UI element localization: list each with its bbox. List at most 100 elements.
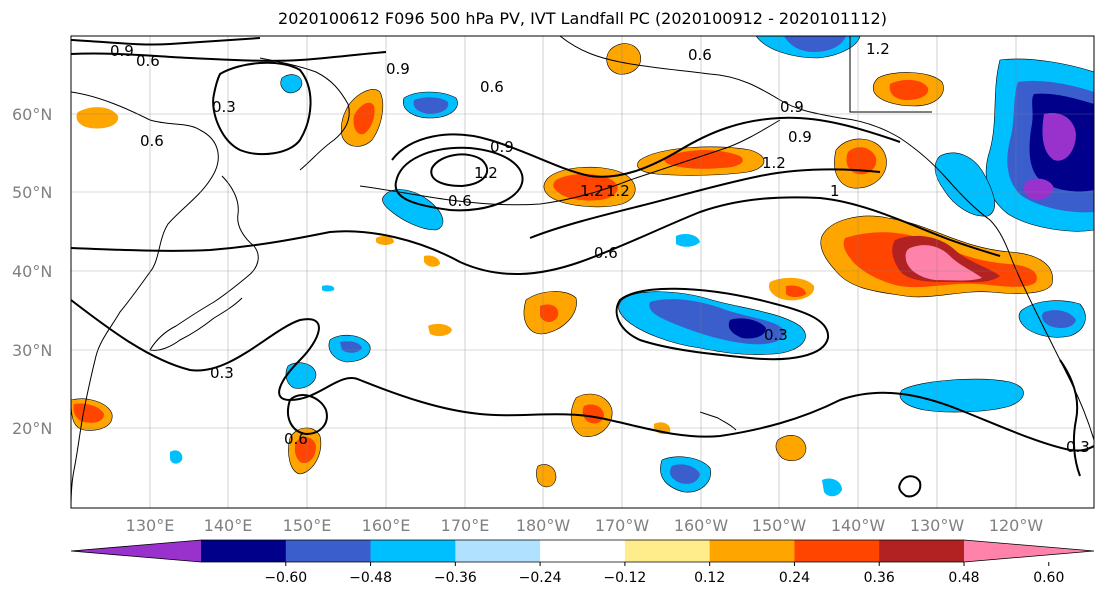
negative-anomaly-region — [1023, 178, 1054, 200]
positive-anomaly-region — [294, 437, 316, 464]
colorbar-segment — [370, 540, 456, 562]
coastlines — [71, 36, 1094, 508]
pv-contour-0.6-north — [71, 51, 387, 62]
contour-label: 0.6 — [140, 132, 164, 150]
colorbar-segment — [540, 540, 626, 562]
colorbar-segment — [794, 540, 880, 562]
negative-anomaly-region — [784, 36, 846, 52]
contour-label: 0.9 — [788, 128, 812, 146]
contour-label: 1 — [830, 182, 840, 200]
contour-labels: 0.9 0.6 0.9 0.6 0.3 0.6 0.9 1.2 0.6 1.2 … — [110, 40, 1090, 456]
pv-contour-1.2-central — [529, 168, 881, 239]
lon-label: 140°E — [204, 516, 253, 535]
contour-label: 0.6 — [594, 244, 618, 262]
pv-contour-1.2-loop — [430, 153, 489, 188]
colorbar-segment — [455, 540, 541, 562]
colorbar-segment — [709, 540, 795, 562]
contour-label: 0.6 — [480, 78, 504, 96]
positive-anomaly-region — [889, 79, 929, 100]
negative-anomaly-region — [170, 450, 183, 464]
colorbar-tick-label: 0.36 — [864, 570, 895, 586]
negative-anomaly-region — [280, 74, 303, 94]
lat-label: 60°N — [12, 105, 52, 124]
contour-label: 0.6 — [284, 430, 308, 448]
lon-label: 170°W — [595, 516, 650, 535]
colorbar-extend-high — [964, 540, 1094, 562]
colorbar-segment — [285, 540, 372, 562]
negative-anomaly-region — [413, 97, 449, 114]
asia-coastline — [71, 91, 219, 508]
pv-contour-small-circle — [898, 475, 922, 498]
pv-contour-0.6-main — [71, 196, 1001, 275]
positive-anomaly-region — [553, 174, 618, 201]
contour-label: 0.3 — [210, 364, 234, 382]
lat-label: 20°N — [12, 419, 52, 438]
contour-label: 0.3 — [764, 326, 788, 344]
lon-label: 160°W — [674, 516, 729, 535]
contour-label: 0.9 — [386, 60, 410, 78]
colorbar-segment — [879, 540, 965, 562]
positive-anomaly-region — [376, 235, 394, 245]
contour-label: 0.3 — [1066, 438, 1090, 456]
lon-label: 170°E — [441, 516, 490, 535]
lat-label: 40°N — [12, 262, 52, 281]
pv-contour-0.3-east — [1059, 359, 1081, 477]
positive-anomaly-region — [73, 403, 104, 423]
positive-anomaly-region — [428, 323, 452, 337]
plot-frame — [70, 35, 1095, 509]
negative-anomaly-region — [285, 362, 317, 389]
colorbar-tick-label: −0.48 — [349, 570, 392, 586]
colorbar-extend-low — [71, 540, 201, 562]
contour-label: 0.6 — [688, 46, 712, 64]
pv-contour-0.9-north — [71, 37, 261, 46]
lon-label: 130°E — [126, 516, 175, 535]
negative-anomaly-region — [728, 318, 766, 339]
contour-label: 0.6 — [448, 192, 472, 210]
plot-area: 0.9 0.6 0.9 0.6 0.3 0.6 0.9 1.2 0.6 1.2 … — [71, 36, 1094, 508]
negative-anomaly-region — [934, 152, 995, 217]
positive-anomaly-region — [786, 285, 806, 297]
pv-contour-0.3-west — [212, 61, 312, 156]
longitude-labels: 130°E 140°E 150°E 160°E 170°E 180°W 170°… — [126, 516, 1044, 535]
positive-anomaly-region — [664, 150, 743, 169]
positive-anomaly-region — [905, 245, 982, 281]
contour-label: 1.2 — [580, 182, 604, 200]
positive-anomaly-region — [606, 43, 642, 75]
colorbar-tick-label: −0.36 — [434, 570, 477, 586]
contour-label: 0.9 — [780, 98, 804, 116]
pv-contour-0.9-central — [391, 116, 901, 178]
positive-anomaly-region — [424, 255, 440, 267]
positive-anomaly-region — [846, 147, 877, 175]
lon-label: 180°W — [516, 516, 571, 535]
map-title: 2020100612 F096 500 hPa PV, IVT Landfall… — [278, 9, 887, 28]
colorbar-tick-label: 0.48 — [948, 570, 979, 586]
contour-label: 1.2 — [474, 164, 498, 182]
negative-anomaly-region — [1042, 310, 1076, 328]
colorbar-tick-label: −0.60 — [264, 570, 307, 586]
lon-label: 150°E — [283, 516, 332, 535]
lon-label: 160°E — [362, 516, 411, 535]
negative-anomaly-region — [670, 464, 700, 484]
colorbar — [70, 539, 1095, 563]
contour-label: 1.2 — [866, 40, 890, 58]
colorbar-segment — [201, 540, 287, 562]
contour-label: 0.3 — [212, 98, 236, 116]
contour-label: 1.2 — [606, 182, 630, 200]
positive-anomaly-region — [536, 464, 557, 488]
colorbar-outline — [70, 539, 1095, 563]
shading-layer — [71, 36, 1094, 497]
colorbar-tick-label: 0.12 — [694, 570, 725, 586]
kamchatka-coastline — [259, 57, 350, 171]
pv-contour-0.3-small-loop — [287, 394, 328, 436]
alaska-coastline — [559, 36, 1094, 441]
colorbar-segment — [624, 540, 711, 562]
contour-label: 0.9 — [110, 42, 134, 60]
contour-label: 0.6 — [136, 52, 160, 70]
lon-label: 120°W — [989, 516, 1044, 535]
japan-coastline — [149, 175, 259, 351]
contour-label: 0.9 — [490, 138, 514, 156]
positive-anomaly-region — [540, 304, 559, 322]
negative-anomaly-region — [1042, 112, 1076, 161]
negative-anomaly-region — [822, 478, 842, 497]
lat-label: 30°N — [12, 341, 52, 360]
